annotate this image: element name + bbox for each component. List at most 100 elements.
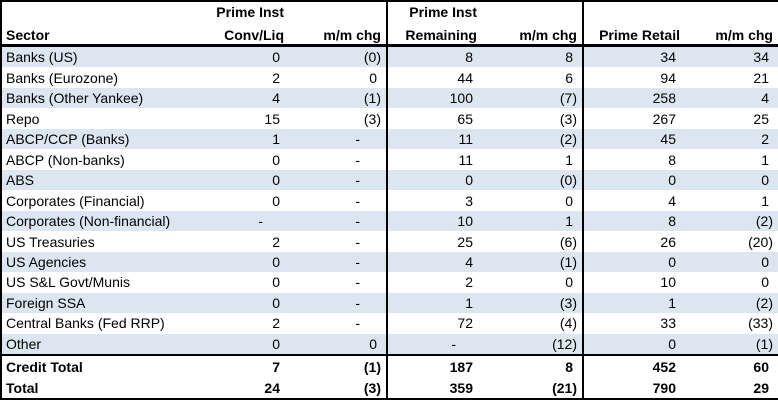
value-cell: 2 — [272, 69, 280, 86]
value-cell: 34 — [583, 45, 685, 68]
value-cell: 26 — [660, 233, 676, 250]
value-cell: 4 — [171, 87, 289, 109]
value-cell: 0 — [272, 151, 280, 168]
value-cell: 0 — [583, 251, 685, 273]
value-cell: 0 — [583, 333, 685, 356]
table-row: Repo 15 (3) 65 (3) 267 25 — [1, 108, 778, 129]
value-cell: (1) — [289, 354, 388, 378]
value-cell: 0 — [289, 67, 388, 88]
header-spacer-retail — [583, 1, 685, 21]
table-row: Banks (Other Yankee) 4 (1) 100 (7) 258 4 — [1, 87, 778, 109]
table-row: ABCP (Non-banks) 0-11 1 8 1 — [1, 149, 778, 170]
value-cell: - — [289, 210, 388, 232]
sector-cell: Credit Total — [1, 354, 171, 378]
sector-cell: US Treasuries — [6, 233, 95, 250]
sector-cell: Banks (Other Yankee) — [1, 87, 171, 109]
value-cell: 11 — [387, 128, 482, 150]
col-header-mm-chg-1: m/m chg — [289, 21, 388, 47]
value-cell: 1 — [387, 292, 482, 314]
table-row: Corporates (Financial) 0-3 0 4 1 — [1, 190, 778, 211]
value-cell: 452 — [583, 354, 685, 378]
col-header-sector: Sector — [1, 21, 171, 47]
value-cell: (2) — [482, 128, 584, 150]
value-cell: 1 — [761, 151, 769, 168]
value-cell: - — [289, 292, 388, 314]
value-cell: 8 — [668, 151, 676, 168]
value-cell: - — [289, 313, 388, 334]
value-cell: 0 — [289, 333, 388, 356]
sector-cell: Central Banks (Fed RRP) — [6, 315, 165, 332]
value-cell: (3) — [289, 377, 388, 399]
value-cell: 267 — [652, 110, 676, 127]
value-cell: 790 — [652, 379, 676, 396]
sector-cell: ABCP (Non-banks) — [6, 151, 125, 168]
value-cell: 2 — [272, 315, 280, 332]
value-cell: 0 — [761, 274, 769, 291]
table-row: US Agencies 0-4 (1) 0 0 — [1, 251, 778, 273]
total-row: Credit Total 7 (1) 187 8 452 60 — [1, 354, 778, 378]
table-row: Corporates (Non-financial) - -10 1 8 (2) — [1, 210, 778, 232]
value-cell: 0 — [171, 45, 289, 68]
value-cell: 1 — [482, 149, 584, 170]
table-row: Foreign SSA 0-1 (3) 1 (2) — [1, 292, 778, 314]
value-cell: 65 — [457, 110, 473, 127]
header-spacer-mm3 — [685, 1, 778, 21]
value-cell: 94 — [660, 69, 676, 86]
value-cell: 1 — [171, 128, 289, 150]
value-cell: (33) — [748, 315, 773, 332]
value-cell: 0 — [171, 251, 289, 273]
sector-cell: Corporates (Financial) — [6, 192, 145, 209]
sector-cell: Foreign SSA — [1, 292, 171, 314]
value-cell: (3) — [289, 108, 388, 129]
sector-cell: ABS — [1, 169, 171, 191]
value-cell: 258 — [583, 87, 685, 109]
value-cell: (4) — [482, 313, 584, 334]
value-cell: 8 — [482, 45, 584, 68]
value-cell: 0 — [171, 333, 289, 356]
value-cell: 2 — [465, 274, 473, 291]
value-cell: 4 — [685, 87, 778, 109]
sector-cell: US Agencies — [1, 251, 171, 273]
value-cell: 10 — [660, 274, 676, 291]
value-cell: (1) — [482, 251, 584, 273]
value-cell: 7 — [171, 354, 289, 378]
sector-cell: Banks (US) — [1, 45, 171, 68]
col-group-prime-inst-2: Prime Inst — [409, 4, 477, 20]
table-row: Central Banks (Fed RRP) 2- 72 (4) 33 (33) — [1, 313, 778, 334]
value-cell: (1) — [289, 87, 388, 109]
sector-cell: Other — [1, 333, 171, 356]
value-cell: 3 — [465, 192, 473, 209]
value-cell: (21) — [482, 377, 584, 399]
value-cell: 0 — [685, 169, 778, 191]
value-cell: - — [289, 272, 388, 293]
value-cell: 6 — [482, 67, 584, 88]
total-row: Total 24 (3) 359 (21) 790 29 — [1, 377, 778, 399]
value-cell: 0 — [171, 292, 289, 314]
table-row: Other 0 0- (12) 0 (1) — [1, 333, 778, 356]
value-cell: (1) — [685, 333, 778, 356]
sector-cell: Total — [6, 379, 39, 396]
sector-cell: Repo — [6, 110, 40, 127]
col-header-prime-retail: Prime Retail — [583, 21, 685, 47]
table-row: US Treasuries 2- 25 (6) 26 (20) — [1, 231, 778, 252]
value-cell: - — [289, 231, 388, 252]
header-spacer-mm1 — [289, 1, 388, 21]
value-cell: 11 — [458, 151, 473, 168]
col-header-remaining: Remaining — [387, 21, 482, 47]
value-cell: 359 — [449, 379, 473, 396]
col-header-mm-chg-3: m/m chg — [685, 21, 778, 47]
value-cell: 2 — [272, 233, 280, 250]
sector-cell: Corporates (Non-financial) — [1, 210, 171, 232]
value-cell: 1 — [761, 192, 769, 209]
header-spacer-sector — [1, 1, 171, 21]
table-row: Banks (US) 0 (0) 8 8 34 34 — [1, 45, 778, 68]
value-cell: (0) — [482, 169, 584, 191]
value-cell: - — [289, 128, 388, 150]
sector-cell: Banks (Eurozone) — [6, 69, 119, 86]
value-cell: 21 — [753, 69, 769, 86]
table-row: Banks (Eurozone) 2 0 44 6 94 21 — [1, 67, 778, 88]
header-spacer-mm2 — [482, 1, 584, 21]
value-cell: 0 — [272, 274, 280, 291]
value-cell: - — [289, 251, 388, 273]
header-group-row: Prime Inst Prime Inst — [1, 1, 778, 21]
